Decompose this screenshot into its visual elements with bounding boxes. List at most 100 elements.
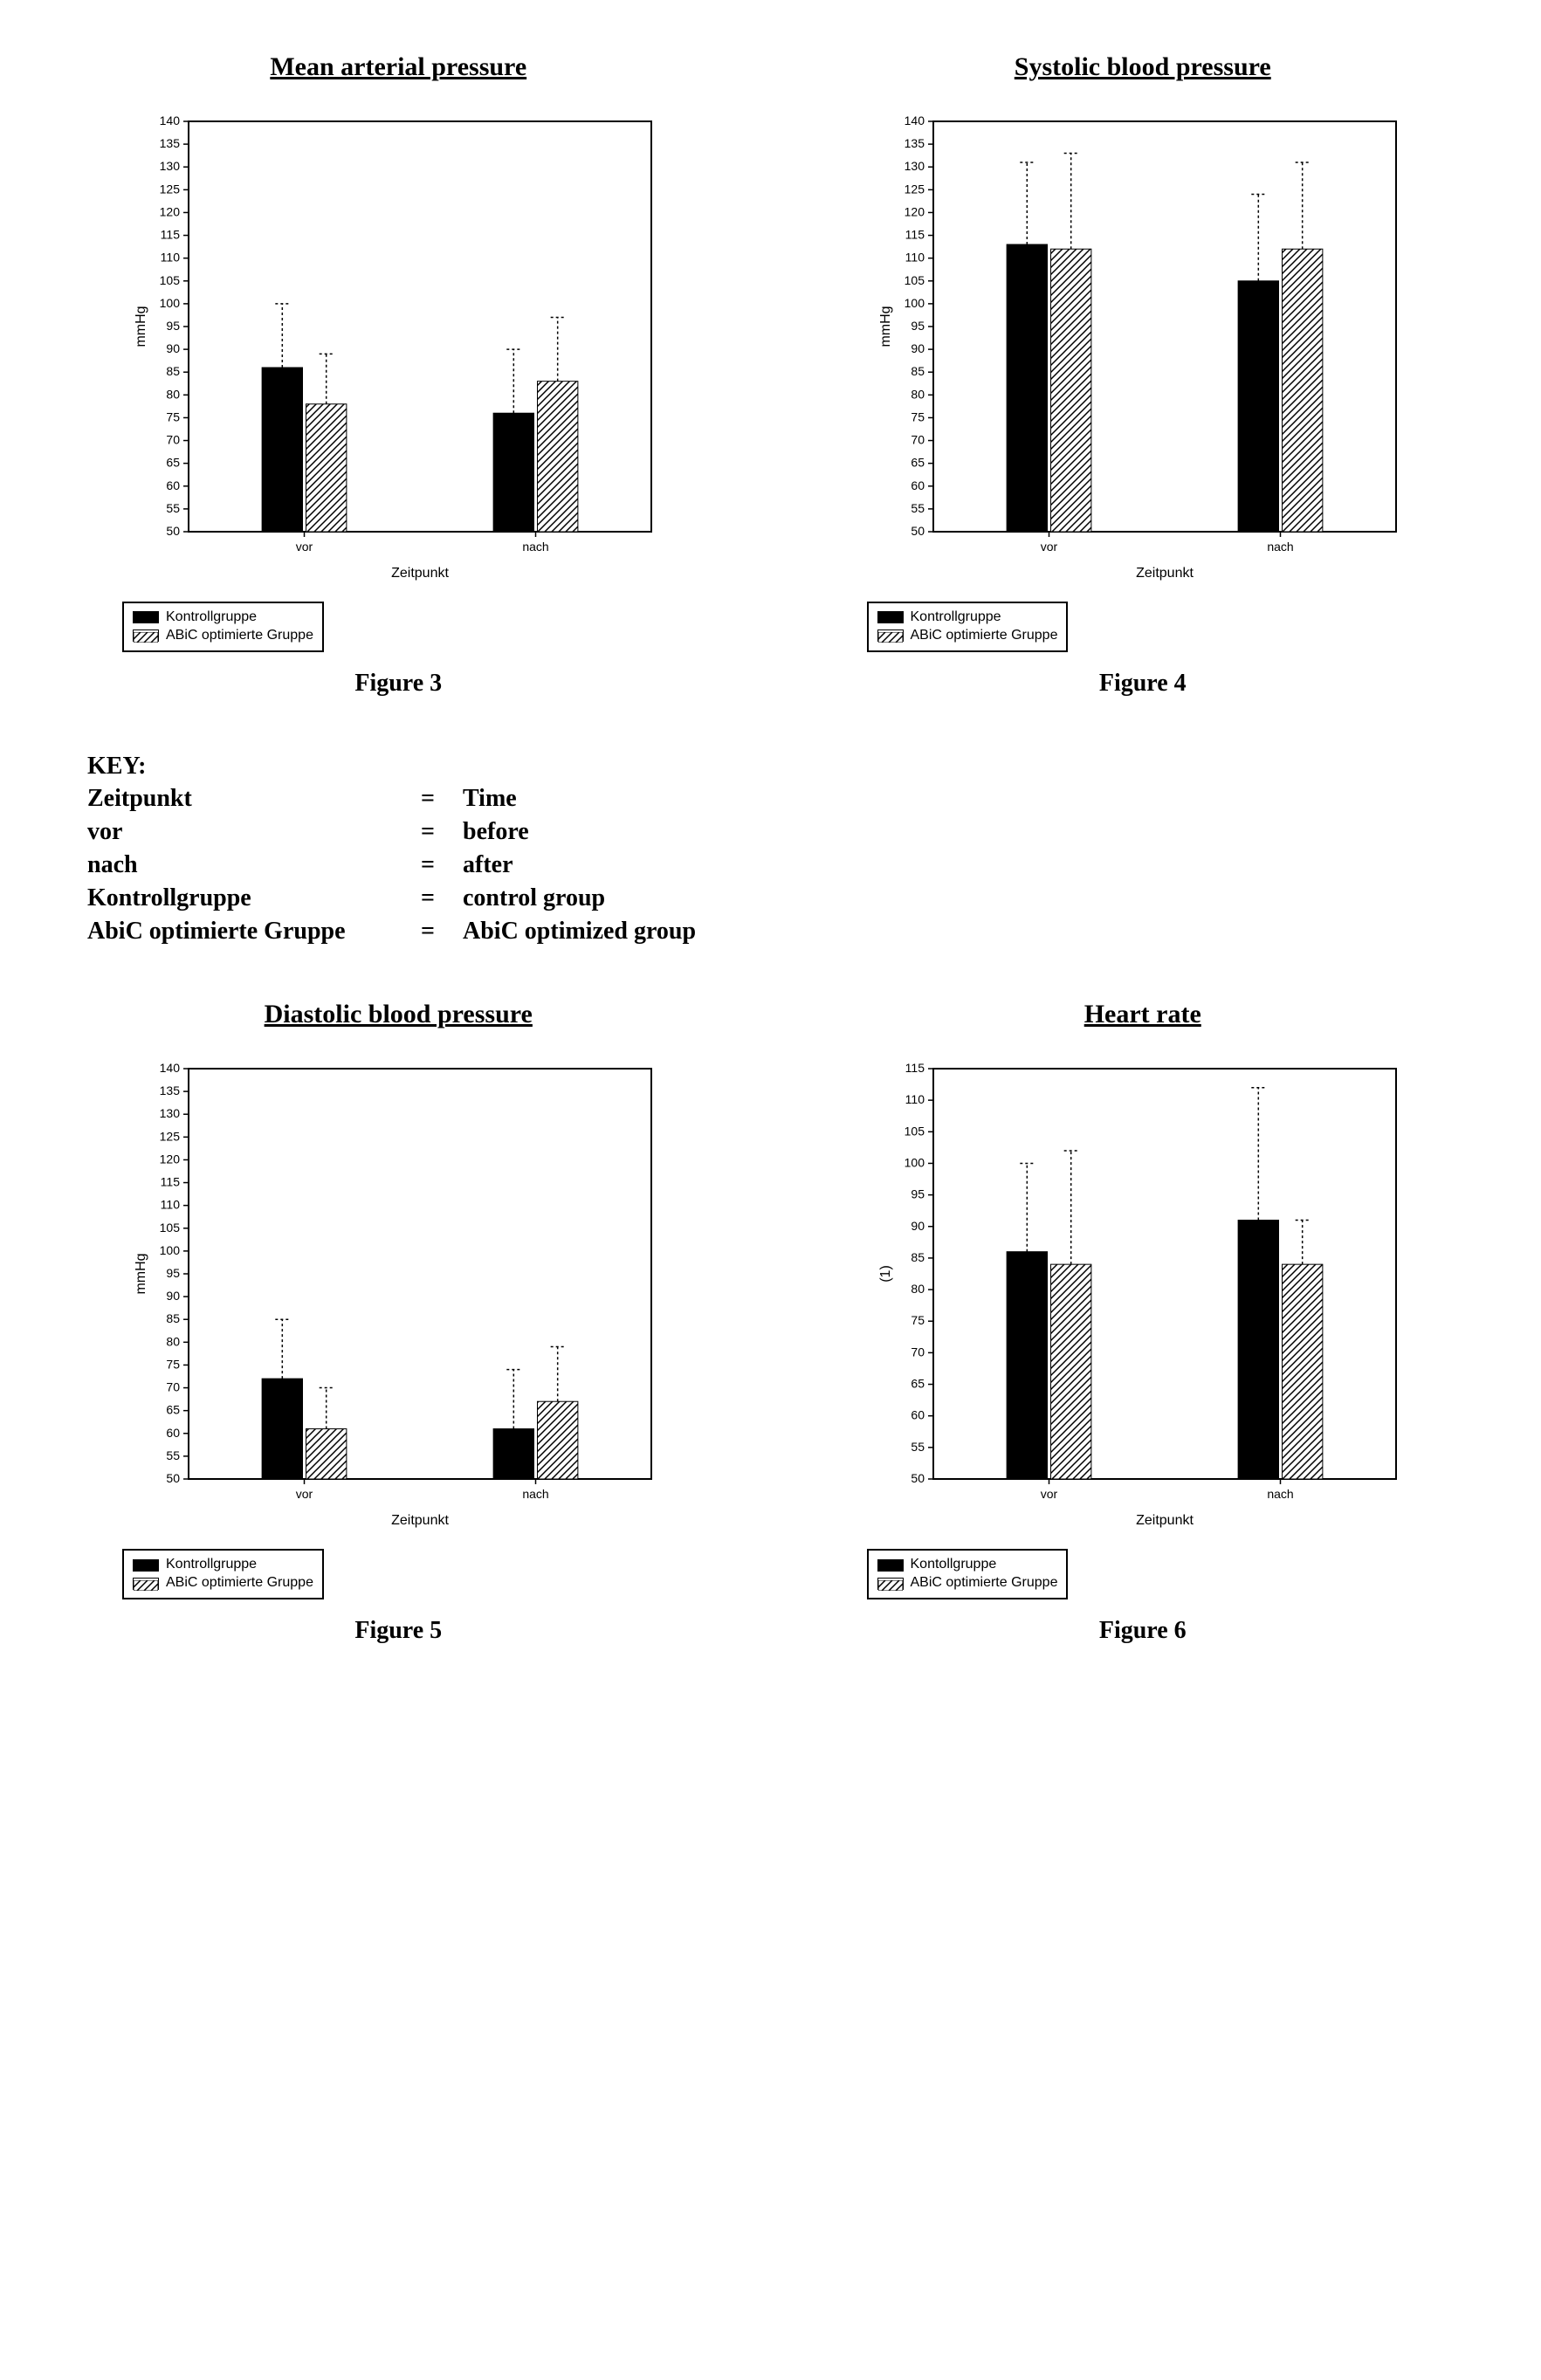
ytick-label: 75 [167,1358,181,1372]
ytick-label: 135 [160,136,181,150]
ytick-label: 75 [167,409,181,423]
key-heading: KEY: [87,750,1471,783]
legend-swatch-hatch [877,629,904,642]
panel-title: Systolic blood pressure [1015,52,1271,82]
xtick-label: vor [296,1487,313,1501]
chart-svg: 50556065707580859095100105110115(1)Zeitp… [872,1051,1414,1540]
legend-row: Kontollgruppe [877,1556,1058,1574]
key-eq: = [393,815,463,849]
ytick-label: 115 [905,228,925,242]
ytick-label: 135 [904,136,925,150]
panel-title: Diastolic blood pressure [265,1000,533,1029]
ytick-label: 50 [167,524,181,538]
key-term: Kontrollgruppe [87,882,393,915]
ytick-label: 90 [167,1289,181,1303]
ytick-label: 85 [167,364,181,378]
ytick-label: 105 [904,1125,925,1138]
ytick-label: 80 [167,387,181,401]
key-def: before [463,815,529,849]
ytick-label: 95 [911,319,925,333]
key-def: Time [463,782,517,815]
panel-fig6: Heart rate 50556065707580859095100105110… [815,1000,1472,1645]
legend-label: ABiC optimierte Gruppe [911,1574,1058,1592]
ytick-label: 90 [911,1219,925,1233]
ytick-label: 95 [167,319,181,333]
key-row: nach=after [87,849,1471,882]
legend-box: Kontrollgruppe ABiC optimierte Gruppe [122,1549,324,1599]
bar [1050,249,1090,532]
bar [1238,1221,1278,1479]
key-eq: = [393,882,463,915]
ytick-label: 110 [905,1093,925,1107]
ytick-label: 140 [904,113,925,127]
bar [1282,1265,1322,1480]
ytick-label: 70 [167,433,181,447]
xtick-label: nach [1267,540,1293,554]
ytick-label: 70 [911,433,925,447]
y-axis-label: mmHg [134,1254,148,1295]
ytick-label: 65 [911,1377,925,1391]
panel-fig3: Mean arterial pressure 50556065707580859… [70,52,727,698]
ytick-label: 60 [167,1426,181,1440]
ytick-label: 90 [911,341,925,355]
bar [493,1429,533,1479]
key-term: AbiC optimierte Gruppe [87,915,393,948]
ytick-label: 60 [911,478,925,492]
legend-label: ABiC optimierte Gruppe [166,627,313,645]
ytick-label: 125 [160,182,181,196]
xtick-label: nach [523,540,549,554]
bar [1282,249,1322,532]
legend-swatch-hatch [133,629,159,642]
ytick-label: 50 [911,524,925,538]
ytick-label: 105 [160,1221,181,1235]
ytick-label: 120 [160,204,181,218]
ytick-label: 65 [167,1403,181,1417]
legend-label: Kontrollgruppe [911,609,1001,627]
y-axis-label: mmHg [134,306,148,347]
ytick-label: 95 [911,1187,925,1201]
x-axis-label: Zeitpunkt [1136,1513,1194,1528]
legend-box: Kontrollgruppe ABiC optimierte Gruppe [122,602,324,652]
ytick-label: 90 [167,341,181,355]
ytick-label: 55 [167,1448,181,1462]
panel-title: Heart rate [1084,1000,1201,1029]
x-axis-label: Zeitpunkt [391,1513,449,1528]
chart-svg: 5055606570758085909510010511011512012513… [127,104,669,593]
bar [1007,244,1047,532]
ytick-label: 120 [904,204,925,218]
ytick-label: 130 [160,1107,181,1121]
key-row: Zeitpunkt=Time [87,782,1471,815]
legend-box: Kontrollgruppe ABiC optimierte Gruppe [867,602,1069,652]
panel-fig4: Systolic blood pressure 5055606570758085… [815,52,1472,698]
ytick-label: 65 [911,456,925,470]
bar [262,1379,302,1479]
key-block: KEY: Zeitpunkt=Timevor=beforenach=afterK… [87,750,1471,948]
bar [1007,1252,1047,1479]
ytick-label: 80 [167,1335,181,1349]
y-axis-label: mmHg [878,306,893,347]
panel-fig5: Diastolic blood pressure 505560657075808… [70,1000,727,1645]
figure-caption: Figure 3 [354,670,442,698]
ytick-label: 55 [167,501,181,515]
figure-caption: Figure 6 [1099,1617,1187,1645]
bar [1238,281,1278,532]
legend-label: Kontrollgruppe [166,609,257,627]
legend-box: Kontollgruppe ABiC optimierte Gruppe [867,1549,1069,1599]
ytick-label: 135 [160,1083,181,1097]
key-def: control group [463,882,605,915]
bar [262,368,302,532]
ytick-label: 115 [905,1061,925,1075]
y-axis-label: (1) [878,1266,893,1283]
legend-row: Kontrollgruppe [877,609,1058,627]
ytick-label: 95 [167,1266,181,1280]
legend-swatch-solid [877,611,904,623]
ytick-label: 50 [167,1471,181,1485]
ytick-label: 100 [904,1156,925,1170]
legend-row: ABiC optimierte Gruppe [133,1574,313,1592]
ytick-label: 105 [904,273,925,287]
panel-title: Mean arterial pressure [270,52,526,82]
ytick-label: 100 [160,296,181,310]
legend-row: ABiC optimierte Gruppe [877,1574,1058,1592]
xtick-label: vor [1041,540,1058,554]
key-term: vor [87,815,393,849]
